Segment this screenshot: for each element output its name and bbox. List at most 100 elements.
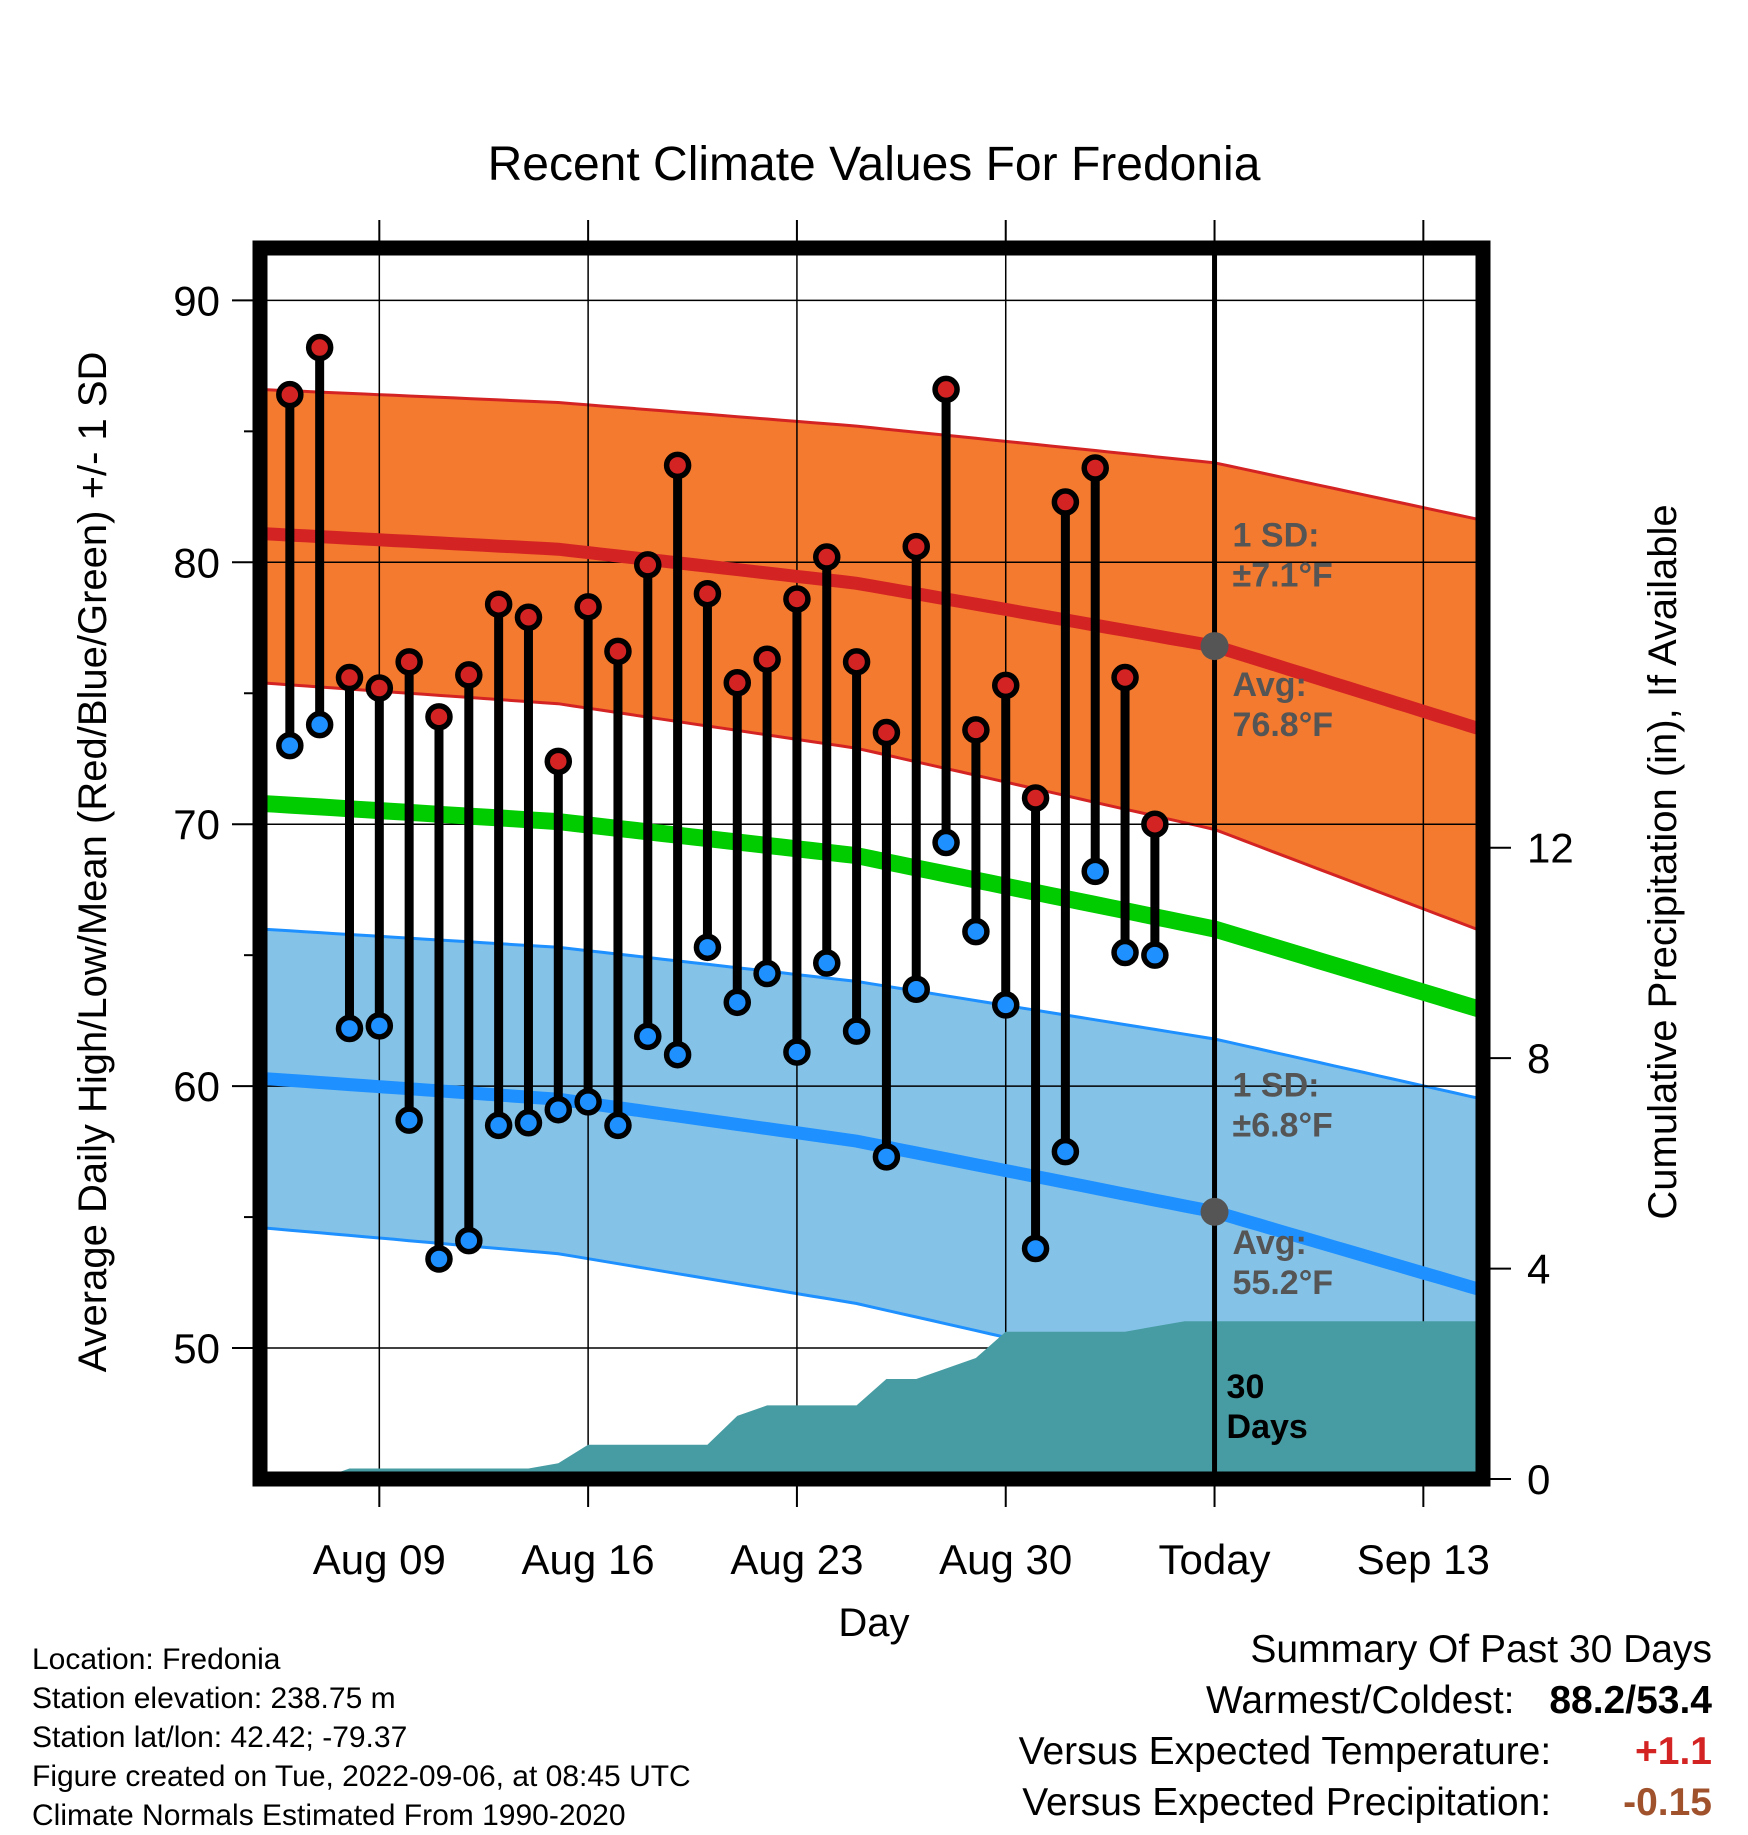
low-point — [932, 828, 960, 857]
high-point — [1021, 784, 1050, 812]
y-axis-label-right: Cumulative Precipitation (in), If Availa… — [1641, 504, 1685, 1219]
low-avg-label-line: 55.2°F — [1233, 1264, 1334, 1302]
low-point — [604, 1111, 632, 1140]
summary-panel: Summary Of Past 30 Days Warmest/Coldest:… — [1019, 1624, 1712, 1828]
high-point — [425, 703, 453, 731]
low-point — [544, 1095, 573, 1124]
high-avg-label: Avg: 76.8°F — [1233, 666, 1334, 744]
high-point — [574, 593, 602, 621]
mean-avg-line — [260, 794, 1483, 1019]
low-point — [813, 949, 841, 977]
high-point — [305, 333, 334, 362]
high-point — [544, 747, 573, 776]
plot-frame — [252, 240, 1491, 1487]
x-tick-label: Aug 23 — [730, 1536, 863, 1583]
y-left-tick-label: 90 — [173, 277, 220, 324]
low-point — [365, 1012, 394, 1040]
high-sd-label-line: 1 SD: — [1233, 517, 1320, 555]
y-left-tick-label: 60 — [173, 1063, 220, 1110]
low-point — [753, 959, 781, 988]
high-point — [723, 669, 752, 697]
past-30-days-label: 30 Days — [1227, 1368, 1308, 1446]
past-30-days-label-line: 30 — [1227, 1368, 1265, 1406]
high-point — [395, 648, 423, 676]
summary-precip: Versus Expected Precipitation: -0.15 — [1019, 1777, 1712, 1828]
low-sd-label: 1 SD: ±6.8°F — [1233, 1067, 1333, 1145]
high-sd-band-lower-edge — [260, 681, 1483, 934]
high-point — [693, 579, 722, 608]
precip-value: -0.15 — [1623, 1781, 1712, 1824]
x-axis-label: Day — [838, 1601, 909, 1645]
high-point — [455, 661, 483, 689]
y-left-tick-label: 80 — [173, 539, 220, 586]
high-avg-label-line: Avg: — [1233, 666, 1307, 704]
low-sd-band-upper-edge — [260, 927, 1483, 1101]
high-point — [872, 718, 901, 747]
high-point — [813, 543, 841, 571]
low-point — [514, 1109, 543, 1137]
precip-label: Versus Expected Precipitation: — [1022, 1781, 1552, 1824]
low-point — [872, 1143, 901, 1171]
low-point — [335, 1014, 364, 1043]
low-point — [1081, 857, 1109, 886]
high-point — [962, 716, 990, 744]
location-text: Location: Fredonia — [32, 1643, 281, 1676]
high-point — [365, 674, 394, 702]
elevation-text: Station elevation: 238.75 m — [32, 1682, 396, 1715]
low-point — [1021, 1234, 1050, 1263]
high-point — [604, 637, 632, 666]
high-sd-label: 1 SD: ±7.1°F — [1233, 517, 1333, 595]
high-point — [634, 551, 662, 579]
low-point — [395, 1106, 423, 1134]
low-point — [693, 933, 722, 962]
precip-area — [319, 1321, 1483, 1479]
past-30-days-label-line: Days — [1227, 1408, 1308, 1446]
normals-text: Climate Normals Estimated From 1990-2020 — [32, 1799, 626, 1832]
low-point — [991, 991, 1020, 1019]
high-sd-label-line: ±7.1°F — [1233, 557, 1333, 595]
station-info: Location: Fredonia Station elevation: 23… — [32, 1640, 691, 1835]
high-point — [484, 590, 513, 618]
high-sd-band — [260, 389, 1483, 932]
low-point — [723, 988, 752, 1017]
temp-label: Versus Expected Temperature: — [1018, 1730, 1552, 1773]
low-point — [663, 1040, 692, 1069]
low-point — [1051, 1137, 1080, 1166]
low-avg-line — [260, 1071, 1483, 1297]
today-low-avg-marker — [1200, 1197, 1229, 1226]
y-right-tick-label: 8 — [1527, 1035, 1550, 1082]
low-point — [842, 1017, 871, 1045]
low-point — [1141, 941, 1169, 969]
high-point — [932, 375, 960, 404]
low-sd-label-line: ±6.8°F — [1233, 1107, 1333, 1145]
low-point — [484, 1111, 513, 1140]
high-point — [276, 380, 304, 409]
high-point — [1111, 663, 1139, 692]
low-point — [276, 731, 304, 760]
x-tick-label: Today — [1158, 1536, 1270, 1583]
low-point — [425, 1245, 453, 1273]
low-avg-label-line: Avg: — [1233, 1224, 1307, 1262]
warm-cold-value: 88.2/53.4 — [1549, 1679, 1712, 1722]
low-point — [574, 1088, 602, 1116]
low-point — [634, 1022, 662, 1051]
warm-cold-label: Warmest/Coldest: — [1206, 1679, 1515, 1722]
created-text: Figure created on Tue, 2022-09-06, at 08… — [32, 1760, 691, 1793]
latlon-text: Station lat/lon: 42.42; -79.37 — [32, 1721, 408, 1754]
high-point — [1081, 454, 1109, 482]
x-tick-label: Sep 13 — [1357, 1536, 1490, 1583]
high-point — [663, 451, 692, 480]
high-point — [514, 603, 543, 632]
low-sd-label-line: 1 SD: — [1233, 1067, 1320, 1105]
y-axis-label-left: Average Daily High/Low/Mean (Red/Blue/Gr… — [71, 352, 115, 1373]
high-point — [335, 663, 364, 692]
chart-title: Recent Climate Values For Fredonia — [488, 138, 1261, 191]
high-point — [991, 671, 1020, 700]
summary-heading: Summary Of Past 30 Days — [1250, 1628, 1712, 1671]
temp-value: +1.1 — [1635, 1730, 1712, 1773]
high-avg-line — [260, 527, 1483, 737]
low-point — [305, 710, 334, 739]
x-tick-label: Aug 09 — [313, 1536, 446, 1583]
low-point — [902, 975, 930, 1003]
